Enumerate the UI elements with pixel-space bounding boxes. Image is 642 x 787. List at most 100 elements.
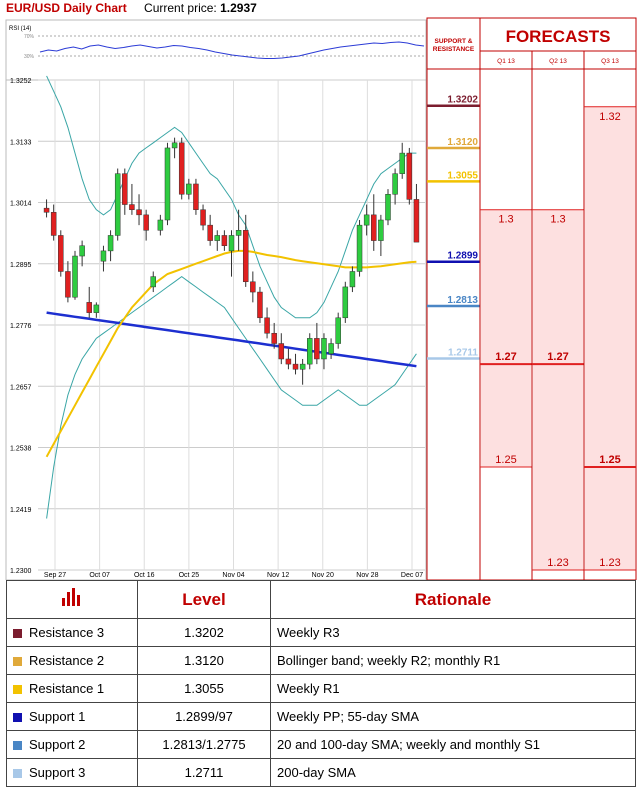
candle-body xyxy=(221,235,228,246)
forecast-column-label: Q2 13 xyxy=(549,58,567,65)
candle-body xyxy=(143,214,149,231)
forecast-value: 1.3 xyxy=(550,214,565,226)
forecast-value: 1.27 xyxy=(495,351,516,363)
candle-body xyxy=(385,194,391,221)
row-name: Resistance 2 xyxy=(6,646,138,675)
forecast-value: 1.23 xyxy=(599,557,620,569)
row-rationale: Weekly R3 xyxy=(270,618,636,647)
candle-body xyxy=(242,230,249,283)
candle-body xyxy=(392,173,398,195)
forecast-value: 1.25 xyxy=(495,454,516,466)
row-label: Resistance 2 xyxy=(29,653,105,668)
row-name: Resistance 3 xyxy=(6,618,138,647)
row-label: Support 1 xyxy=(29,709,86,724)
forecast-column-label: Q1 13 xyxy=(497,58,515,65)
price-panel xyxy=(5,79,427,580)
candle-body xyxy=(257,291,263,319)
candle-body xyxy=(43,207,50,213)
row-label: Support 3 xyxy=(29,765,86,780)
forecast-range-band xyxy=(481,209,531,468)
sr-title-line1: SUPPORT & xyxy=(435,38,473,45)
sr-level-value: 1.2813 xyxy=(447,295,478,306)
candle-body xyxy=(93,304,100,313)
candle-body xyxy=(342,286,349,319)
candle-body xyxy=(363,214,370,226)
candle-body xyxy=(107,235,114,252)
color-swatch xyxy=(13,629,22,638)
candle-body xyxy=(214,235,221,241)
candle-body xyxy=(122,173,128,205)
y-tick-label: 1.2895 xyxy=(10,262,32,269)
candle-body xyxy=(356,224,363,272)
candle-body xyxy=(285,358,292,365)
candle-body xyxy=(50,212,57,236)
candle-body xyxy=(157,219,164,231)
candle-body xyxy=(271,332,277,344)
candle-body xyxy=(72,255,78,298)
bar-chart-icon xyxy=(6,580,138,619)
candle-body xyxy=(250,281,256,293)
y-tick-label: 1.2300 xyxy=(10,568,32,575)
row-name: Support 3 xyxy=(6,758,138,787)
sr-panel xyxy=(426,17,481,580)
color-swatch xyxy=(13,713,22,722)
current-price: 1.2937 xyxy=(220,1,257,15)
candle-body xyxy=(58,235,64,272)
forecast-value: 1.3 xyxy=(498,214,513,226)
forecast-column-label: Q3 13 xyxy=(601,58,619,65)
x-tick-label: Nov 28 xyxy=(356,572,378,579)
candle-body xyxy=(164,147,171,221)
color-swatch xyxy=(13,657,22,666)
x-tick-label: Oct 07 xyxy=(89,572,110,579)
candle-body xyxy=(314,338,320,360)
row-level: 1.3202 xyxy=(137,618,271,647)
candle-body xyxy=(307,338,313,365)
rationale-header: Rationale xyxy=(270,580,636,619)
candle-body xyxy=(65,271,71,298)
candle-body xyxy=(100,250,107,262)
row-name: Resistance 1 xyxy=(6,674,138,703)
row-name: Support 2 xyxy=(6,730,138,759)
candle-body xyxy=(406,152,413,200)
candle-body xyxy=(150,276,156,288)
color-swatch xyxy=(13,769,22,778)
sr-title-line2: RESISTANCE xyxy=(433,46,475,53)
row-label: Support 2 xyxy=(29,737,86,752)
price-label: Current price: xyxy=(144,1,217,15)
table-header-row: Level Rationale xyxy=(6,580,636,619)
table-row: Support 3 1.2711 200-day SMA xyxy=(6,758,636,787)
rsi-label: RSI (14) xyxy=(9,26,31,32)
candle-body xyxy=(200,209,206,226)
table-row: Support 2 1.2813/1.2775 20 and 100-day SMA… xyxy=(6,730,636,759)
candle-body xyxy=(292,363,299,370)
sma-slow-line xyxy=(46,311,417,368)
row-label: Resistance 3 xyxy=(29,625,105,640)
x-tick-label: Nov 04 xyxy=(222,572,244,579)
candle-body xyxy=(136,209,142,216)
sr-level-value: 1.3120 xyxy=(447,137,478,148)
row-level: 1.2711 xyxy=(137,758,271,787)
y-tick-label: 1.3133 xyxy=(10,139,32,146)
bar-chart-icon-graphic xyxy=(62,588,80,606)
candle-body xyxy=(321,338,327,360)
row-rationale: Bollinger band; weekly R2; monthly R1 xyxy=(270,646,636,675)
chart-title: EUR/USD Daily Chart xyxy=(6,1,127,15)
row-level: 1.3055 xyxy=(137,674,271,703)
x-tick-label: Sep 27 xyxy=(44,572,66,579)
color-swatch xyxy=(13,685,22,694)
y-tick-label: 1.2776 xyxy=(10,323,32,330)
forecast-value: 1.23 xyxy=(547,557,568,569)
candle-body xyxy=(413,199,420,243)
x-tick-label: Oct 25 xyxy=(179,572,200,579)
color-swatch xyxy=(13,741,22,750)
candle-body xyxy=(129,204,135,210)
row-rationale: 200-day SMA xyxy=(270,758,636,787)
forecast-value: 1.25 xyxy=(599,454,620,466)
rsi-line xyxy=(39,41,425,59)
bollinger-lower-line xyxy=(46,275,417,519)
forecast-title: FORECASTS xyxy=(506,27,611,46)
candle-body xyxy=(299,363,306,370)
table-row: Resistance 2 1.3120 Bollinger band; weekly… xyxy=(6,646,636,675)
row-level: 1.2899/97 xyxy=(137,702,271,731)
candle-body xyxy=(371,214,377,241)
